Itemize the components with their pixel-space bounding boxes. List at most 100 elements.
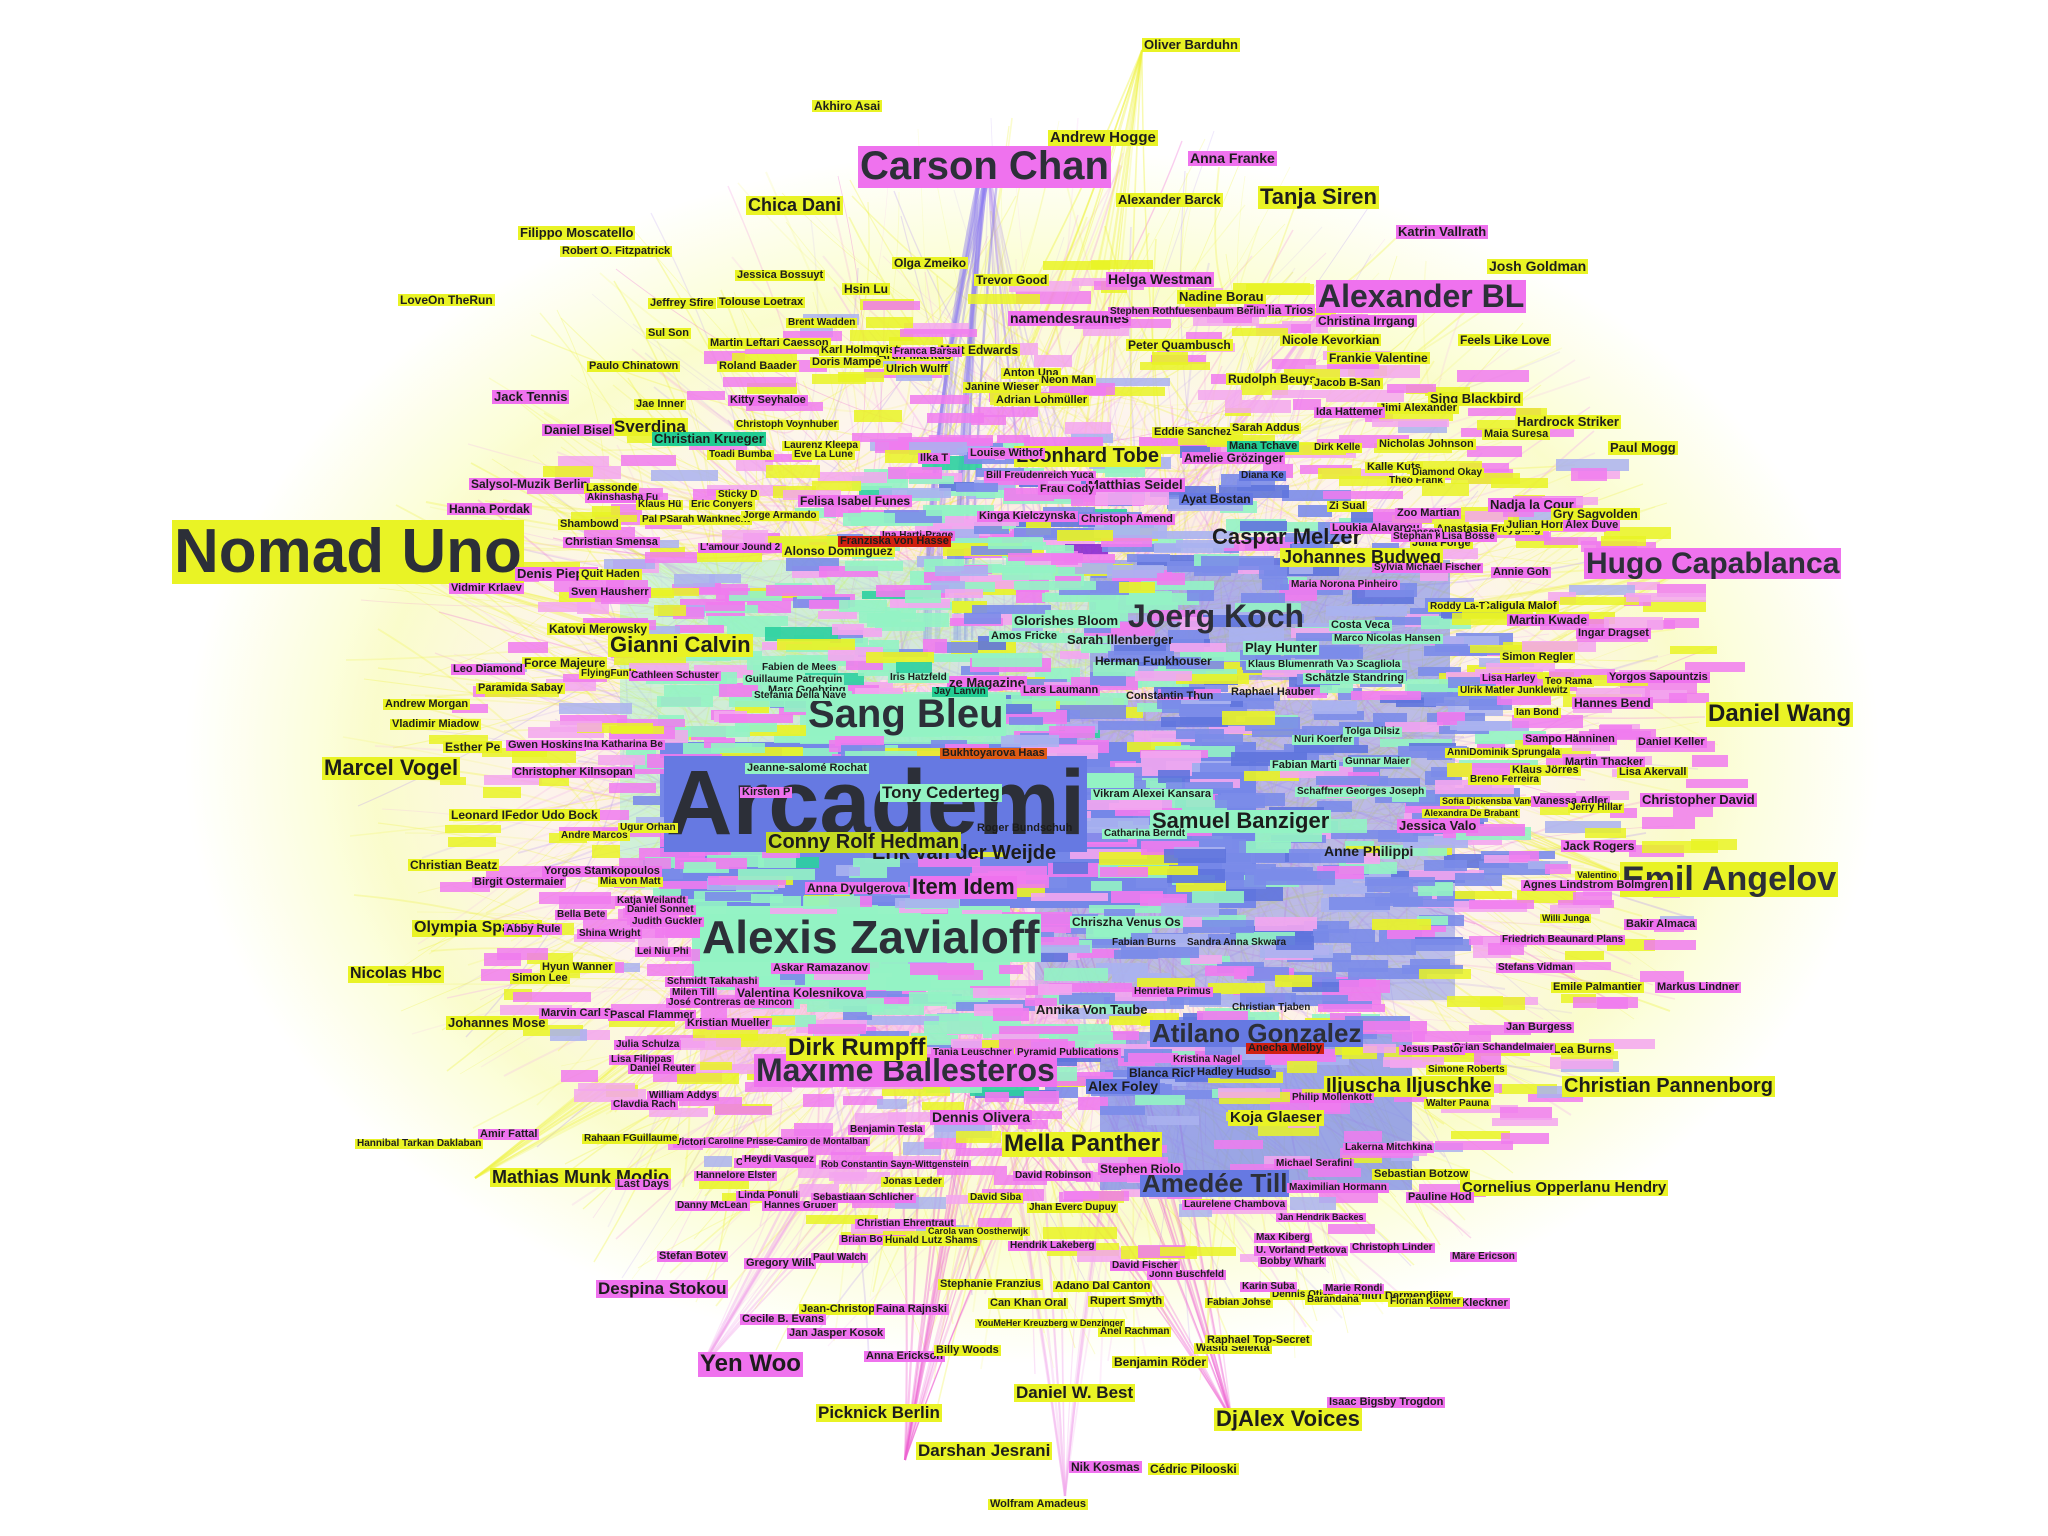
node-label[interactable]: Caligula Malof [1480, 600, 1559, 613]
node-label[interactable]: Hannelore Elster [694, 1170, 778, 1182]
node-label[interactable]: Tolga Dilsiz [1343, 726, 1402, 738]
node-label[interactable]: Gunnar Maier [1343, 756, 1412, 768]
node-label[interactable]: Helga Westman [1106, 271, 1214, 287]
node-label[interactable]: Diana Ke [1239, 470, 1286, 482]
node-label[interactable]: Valentino [1575, 870, 1620, 881]
node-label[interactable]: Heydi Vasquez [742, 1154, 817, 1166]
node-label[interactable]: Chica Dani [746, 195, 844, 215]
node-label[interactable]: Teo Rama [1543, 676, 1595, 688]
node-label[interactable]: Jae Inner [634, 398, 687, 411]
node-label[interactable]: Daniel Sonnet [625, 904, 696, 916]
node-label[interactable]: Despina Stokou [596, 1279, 729, 1298]
node-label[interactable]: Martin Kwade [1507, 613, 1590, 627]
node-label[interactable]: Julia Schulza [614, 1039, 682, 1051]
node-label[interactable]: Danny McLean [675, 1200, 750, 1212]
node-label[interactable]: Simon Regler [1500, 651, 1575, 664]
node-label[interactable]: Eve La Lune [792, 449, 855, 461]
node-label[interactable]: FlyingFunk [579, 668, 637, 680]
node-label[interactable]: Raphael Top-Secret [1205, 1334, 1312, 1347]
node-label[interactable]: Ilka T [918, 452, 951, 465]
node-label[interactable]: Andrew Hogge [1048, 129, 1158, 146]
node-label[interactable]: Friedrich Beaunard Plans [1500, 934, 1626, 946]
node-label[interactable]: Alex Duve [1563, 519, 1621, 532]
node-label[interactable]: Iljuscha Iljuschke [1324, 1075, 1494, 1097]
node-label[interactable]: Sylvia Michael Fischer [1372, 562, 1483, 574]
node-label[interactable]: L'amour Jound 2 [698, 542, 783, 554]
node-label[interactable]: Yorgos Stamkopoulos [542, 865, 662, 878]
node-label[interactable]: Last Days [615, 1178, 671, 1191]
node-label[interactable]: Shambowd [558, 518, 621, 531]
node-label[interactable]: Loukia Alavanou [1330, 522, 1422, 535]
node-label[interactable]: Johannes Budweg [1280, 547, 1444, 567]
node-label[interactable]: Zoo Martian [1395, 507, 1462, 520]
node-label[interactable]: Cornelius Opperlanu Hendry [1460, 1179, 1669, 1196]
node-label[interactable]: Hannes Bend [1572, 696, 1653, 710]
node-label[interactable]: Vanessa Adler [1531, 795, 1610, 808]
node-label[interactable]: Askar Ramazanov [771, 962, 870, 975]
node-label[interactable]: Roger Bundschuh [977, 822, 1073, 834]
node-label[interactable]: Kitty Seyhaloe [728, 394, 808, 407]
node-label[interactable]: Karin Suba [1240, 1281, 1297, 1293]
node-label[interactable]: Catharina Berndt [1102, 828, 1188, 840]
node-label[interactable]: Darshan Jesrani [916, 1441, 1053, 1460]
node-label[interactable]: Felisa Isabel Funes [798, 494, 913, 508]
node-label[interactable]: Laurenz Kleepa [782, 440, 860, 452]
node-label[interactable]: Schätzle Standring [1303, 672, 1407, 685]
node-label[interactable]: Clavdia Rach [611, 1099, 678, 1111]
node-label[interactable]: Kristian Mueller [685, 1017, 772, 1030]
node-label[interactable]: Leo Diamond [451, 663, 525, 676]
node-label[interactable]: Billy Woods [934, 1344, 1001, 1357]
node-label[interactable]: Toadi Bumba [707, 449, 774, 461]
node-label[interactable]: Alexis Zavialoff [700, 911, 1042, 963]
node-label[interactable]: Doris Mampe [810, 356, 884, 369]
node-label[interactable]: Brian Borden [839, 1234, 907, 1246]
node-label[interactable]: Nik Kosmas [1069, 1460, 1142, 1474]
node-label[interactable]: Daniel W. Best [1014, 1383, 1136, 1402]
node-label[interactable]: Fabian Johse [1205, 1297, 1273, 1309]
node-label[interactable]: Marcel Vogel [322, 755, 461, 780]
node-label[interactable]: Marc Goehring [766, 684, 848, 697]
node-label[interactable]: Leonard IFedor Udo Bock [449, 808, 600, 822]
node-label[interactable]: Henrieta Primus [1132, 986, 1213, 998]
node-label[interactable]: Eric Conyers [689, 499, 755, 511]
node-label[interactable]: Mana Tchave [1227, 440, 1300, 453]
node-label[interactable]: John Kleckner [1430, 1297, 1510, 1310]
node-label[interactable]: Bella Bete [555, 909, 608, 921]
node-label[interactable]: William Addys [647, 1090, 719, 1102]
node-label[interactable]: Leonhard Tobe [1014, 445, 1161, 467]
node-label[interactable]: Jonas Leder [881, 1176, 944, 1188]
node-label[interactable]: Play Hunter [1243, 640, 1320, 655]
node-label[interactable]: Ugur Orhan [618, 822, 678, 834]
node-label[interactable]: Alex Foley [1086, 1078, 1161, 1094]
node-label[interactable]: Hugo Capablanca [1584, 547, 1842, 580]
node-label[interactable]: Maximilian Hormann [1287, 1182, 1389, 1194]
node-label[interactable]: Anna Erickson [864, 1350, 946, 1363]
node-label[interactable]: Nicolas Hbc [348, 965, 444, 983]
node-label[interactable]: Klaus Blumenrath Va [1246, 659, 1351, 671]
node-label[interactable]: Ina Katharina Be [582, 739, 665, 751]
node-label[interactable]: Adrian Lohmüller [994, 394, 1090, 407]
node-label[interactable]: Julian Horn [1504, 519, 1569, 532]
node-label[interactable]: Anecha Melby [1246, 1042, 1324, 1055]
node-label[interactable]: Olga Zmeiko [892, 256, 969, 270]
node-label[interactable]: Tony Cederteg [880, 783, 1002, 802]
node-label[interactable]: Marvin Carl S [539, 1007, 614, 1020]
node-label[interactable]: Yorgos Sapountzis [1607, 671, 1710, 684]
node-label[interactable]: YouMeHer Kreuzberg w Denzinger [975, 1318, 1126, 1329]
node-label[interactable]: Klaus Jörres [1510, 764, 1581, 777]
node-label[interactable]: Rudolph Beuys [1226, 372, 1319, 386]
node-label[interactable]: Salysol-Muzik Berlin [469, 477, 590, 491]
node-label[interactable]: Anna Dyulgerova [805, 881, 908, 895]
node-label[interactable]: Willi Junga [1540, 913, 1592, 924]
node-label[interactable]: Birgit Ostermaier [472, 876, 566, 889]
node-label[interactable]: José Contreras de Rincón [666, 997, 794, 1009]
node-label[interactable]: Jeanne-salomé Rochat [745, 762, 869, 775]
node-label[interactable]: Guillaume Patrequin [743, 674, 845, 686]
node-label[interactable]: Christoph Voynhuber [734, 419, 840, 431]
node-label[interactable]: Andrew Morgan [383, 698, 471, 711]
node-label[interactable]: Jimi Alexander [1377, 402, 1459, 415]
node-label[interactable]: Theo Frank [1387, 475, 1445, 487]
node-label[interactable]: Breno Ferreira [1468, 774, 1541, 786]
node-label[interactable]: Benjamin Röder [1112, 1355, 1209, 1369]
node-label[interactable]: Force Majeure [522, 656, 608, 670]
